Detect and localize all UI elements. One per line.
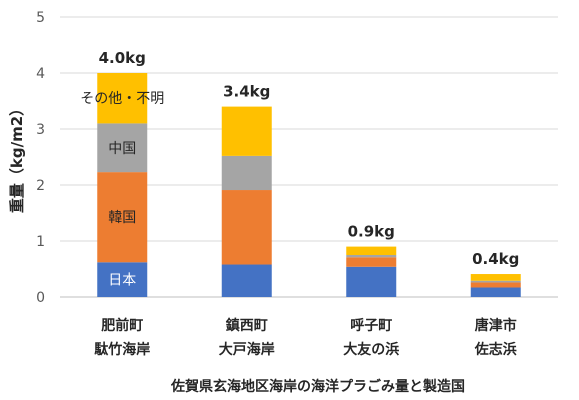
bar-segment-4 bbox=[221, 106, 272, 156]
bar-segment-2 bbox=[97, 172, 148, 263]
bar-segment-3 bbox=[470, 280, 521, 283]
series-label: 日本 bbox=[108, 273, 136, 289]
bar-segment-3 bbox=[346, 255, 397, 258]
category-label: 鎮西町 bbox=[226, 317, 268, 334]
series-label: その他・不明 bbox=[80, 91, 164, 107]
bar-segment-2 bbox=[221, 190, 272, 265]
y-tick-label: 0 bbox=[36, 290, 45, 306]
total-label: 0.4kg bbox=[472, 250, 519, 268]
bar-segment-1 bbox=[470, 287, 521, 297]
series-label: 韓国 bbox=[108, 210, 136, 226]
bar-segment-2 bbox=[346, 257, 397, 267]
bar-segment-1 bbox=[97, 262, 148, 297]
bar-segment-4 bbox=[346, 246, 397, 255]
category-label: 唐津市 bbox=[475, 317, 517, 334]
category-sublabel: 駄竹海岸 bbox=[94, 341, 150, 358]
bar-segment-4 bbox=[97, 73, 148, 124]
bar-segment-4 bbox=[470, 274, 521, 281]
total-label: 4.0kg bbox=[99, 49, 146, 67]
bar-segment-2 bbox=[470, 282, 521, 288]
y-tick-label: 2 bbox=[36, 178, 45, 194]
category-sublabel: 大友の浜 bbox=[343, 341, 399, 358]
bar-segment-3 bbox=[97, 123, 148, 173]
category-sublabel: 佐志浜 bbox=[474, 341, 517, 358]
total-label: 0.9kg bbox=[348, 223, 395, 241]
series-label: 中国 bbox=[108, 141, 136, 157]
chart-title: 佐賀県玄海地区海岸の海洋プラごみ量と製造国 bbox=[170, 378, 465, 395]
category-label: 肥前町 bbox=[101, 317, 143, 334]
bar-segment-3 bbox=[221, 155, 272, 191]
category-label: 呼子町 bbox=[350, 317, 392, 334]
y-tick-label: 3 bbox=[36, 122, 45, 138]
bar-segment-1 bbox=[346, 266, 397, 297]
bar-segment-1 bbox=[221, 264, 272, 297]
y-tick-label: 4 bbox=[36, 66, 45, 82]
y-tick-label: 1 bbox=[36, 234, 45, 250]
total-label: 3.4kg bbox=[223, 83, 270, 101]
y-axis-label: 重量（kg/m2） bbox=[8, 101, 26, 213]
y-tick-label: 5 bbox=[36, 10, 45, 26]
category-sublabel: 大戸海岸 bbox=[219, 341, 275, 358]
